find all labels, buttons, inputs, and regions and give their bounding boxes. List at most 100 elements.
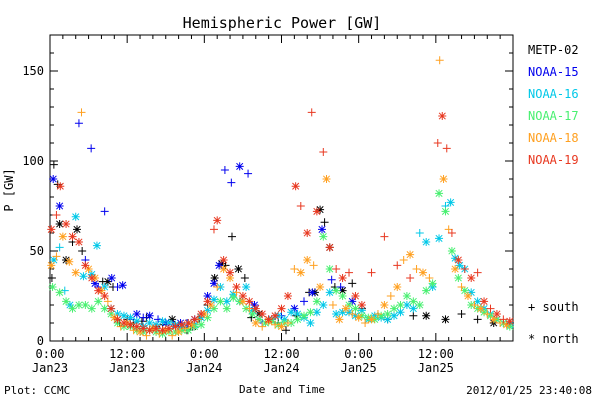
north-data-point xyxy=(103,277,112,286)
x-tick-day-label: Jan23 xyxy=(109,361,145,375)
north-data-point xyxy=(210,274,219,282)
north-data-point xyxy=(71,212,80,221)
north-data-point xyxy=(91,279,100,288)
north-data-point xyxy=(94,297,103,306)
south-data-point xyxy=(496,319,505,327)
north-data-point xyxy=(364,313,373,322)
north-data-point xyxy=(226,274,235,282)
north-data-point xyxy=(110,313,119,322)
south-data-point xyxy=(320,218,329,227)
north-data-point xyxy=(184,319,193,327)
north-data-point xyxy=(84,265,93,273)
north-data-point xyxy=(454,274,463,282)
x-tick-day-label: Jan25 xyxy=(341,361,377,375)
north-data-point xyxy=(145,326,154,335)
south-data-point xyxy=(139,313,148,322)
north-data-point xyxy=(158,317,167,326)
north-data-point xyxy=(264,315,273,324)
north-data-point xyxy=(335,315,344,324)
north-data-point xyxy=(271,311,280,320)
south-data-point xyxy=(433,139,442,147)
north-data-point xyxy=(308,288,317,297)
north-data-point xyxy=(171,322,180,331)
north-data-point xyxy=(62,256,71,264)
south-data-point xyxy=(77,108,86,117)
north-data-point xyxy=(248,310,257,318)
south-data-point xyxy=(406,274,415,282)
south-data-point xyxy=(282,326,291,335)
north-data-point xyxy=(113,315,122,324)
north-data-point xyxy=(291,182,300,191)
north-data-point xyxy=(47,261,56,270)
north-data-point xyxy=(277,322,286,331)
north-data-point xyxy=(463,292,472,300)
north-data-point xyxy=(351,304,360,313)
south-data-point xyxy=(78,247,87,255)
north-data-point xyxy=(229,293,238,302)
north-data-point xyxy=(145,319,154,327)
north-data-point xyxy=(100,283,109,291)
legend-entry: NOAA-17 xyxy=(528,109,579,123)
south-data-point xyxy=(447,229,456,237)
north-data-point xyxy=(81,261,90,270)
south-data-point xyxy=(240,274,249,282)
south-data-point xyxy=(271,320,280,329)
north-data-point xyxy=(451,254,460,263)
south-data-point xyxy=(332,265,341,273)
north-data-point xyxy=(197,310,206,318)
x-axis: 0:00Jan2312:00Jan230:00Jan2412:00Jan240:… xyxy=(32,35,501,375)
south-data-point xyxy=(460,265,469,273)
north-data-point xyxy=(132,310,141,318)
north-data-point xyxy=(312,207,321,216)
north-data-point xyxy=(380,301,389,309)
south-data-point xyxy=(74,119,83,128)
south-data-point xyxy=(361,319,370,327)
south-data-point xyxy=(470,301,479,309)
north-data-point xyxy=(303,229,312,237)
south-data-point xyxy=(258,322,267,331)
north-data-point xyxy=(306,319,315,327)
north-data-point xyxy=(184,326,193,335)
x-axis-label: Date and Time xyxy=(239,383,325,396)
south-data-point xyxy=(227,232,236,241)
north-data-point xyxy=(441,315,450,324)
south-data-point xyxy=(52,252,61,261)
north-data-point xyxy=(113,310,122,318)
north-data-point xyxy=(293,310,302,318)
north-data-point xyxy=(312,297,321,306)
south-data-point xyxy=(412,265,421,273)
north-data-point xyxy=(74,238,83,246)
north-data-point xyxy=(409,304,418,313)
north-data-point xyxy=(164,324,173,333)
south-data-point xyxy=(283,319,292,327)
north-data-point xyxy=(190,315,199,324)
south-data-point xyxy=(393,261,402,270)
north-data-point xyxy=(145,311,154,320)
south-data-point xyxy=(444,225,453,234)
north-data-point xyxy=(319,301,328,309)
north-data-point xyxy=(235,162,244,171)
south-data-point xyxy=(457,310,466,318)
south-data-point xyxy=(473,268,482,277)
north-data-point xyxy=(203,313,212,322)
north-data-point xyxy=(79,272,88,281)
south-data-point xyxy=(227,178,236,187)
x-tick-day-label: Jan24 xyxy=(186,361,222,375)
north-data-point xyxy=(502,320,511,329)
y-axis: 0 50 100 150 xyxy=(22,52,513,348)
north-data-point xyxy=(473,297,482,306)
north-data-point xyxy=(306,308,315,317)
north-data-point xyxy=(409,297,418,306)
north-data-point xyxy=(312,308,321,317)
north-data-point xyxy=(62,297,71,306)
north-data-point xyxy=(338,292,347,300)
north-data-point xyxy=(505,317,514,326)
north-data-point xyxy=(390,304,399,313)
south-data-point xyxy=(319,148,328,156)
south-data-point xyxy=(244,169,253,178)
north-data-point xyxy=(357,311,366,320)
north-data-point xyxy=(319,232,328,241)
north-data-point xyxy=(460,286,469,295)
legend-entry: NOAA-19 xyxy=(528,153,579,167)
south-data-point xyxy=(457,283,466,291)
